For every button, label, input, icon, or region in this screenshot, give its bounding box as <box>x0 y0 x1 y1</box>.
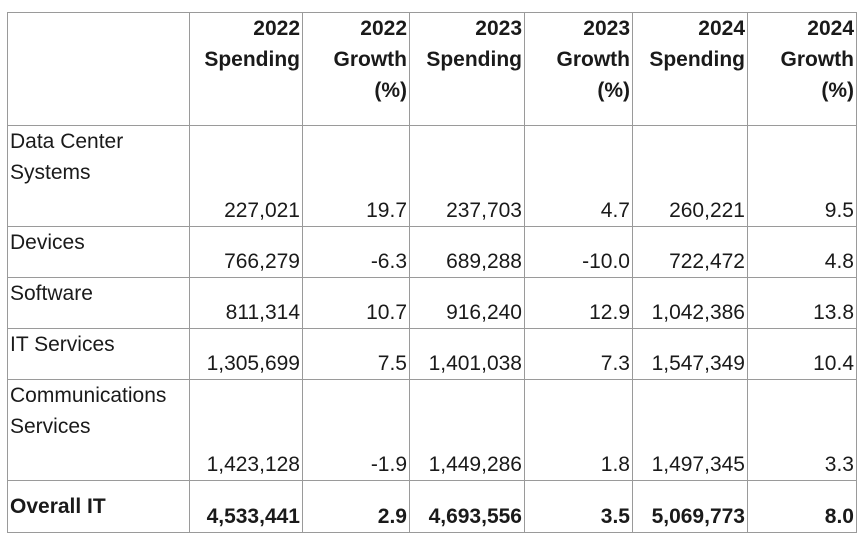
total-cell: 8.0 <box>747 480 857 533</box>
table-cell: 227,021 <box>189 125 303 227</box>
table-cell: -1.9 <box>302 379 410 481</box>
header-2023-growth: 2023 Growth (%) <box>524 12 633 126</box>
table-cell: 3.3 <box>747 379 857 481</box>
table-cell: 1,423,128 <box>189 379 303 481</box>
row-label-it-services: IT Services <box>7 328 190 380</box>
table-row: Software 811,314 10.7 916,240 12.9 1,042… <box>7 277 857 329</box>
table-cell: 19.7 <box>302 125 410 227</box>
table-cell: 689,288 <box>409 226 525 278</box>
row-label-communications-services: Communications Services <box>7 379 190 481</box>
table-cell: 1,401,038 <box>409 328 525 380</box>
table-cell: 10.4 <box>747 328 857 380</box>
table-cell: 916,240 <box>409 277 525 329</box>
row-label-devices: Devices <box>7 226 190 278</box>
table-cell: 1,497,345 <box>632 379 748 481</box>
header-2022-spending: 2022 Spending <box>189 12 303 126</box>
table-cell: 1,305,699 <box>189 328 303 380</box>
table-cell: 9.5 <box>747 125 857 227</box>
total-row: Overall IT 4,533,441 2.9 4,693,556 3.5 5… <box>7 480 857 533</box>
header-2024-spending: 2024 Spending <box>632 12 748 126</box>
table-cell: 10.7 <box>302 277 410 329</box>
table-cell: 237,703 <box>409 125 525 227</box>
table-cell: 1,449,286 <box>409 379 525 481</box>
table-cell: 260,221 <box>632 125 748 227</box>
spending-table: 2022 Spending 2022 Growth (%) 2023 Spend… <box>7 12 857 533</box>
table-cell: 811,314 <box>189 277 303 329</box>
table-cell: 722,472 <box>632 226 748 278</box>
row-label-overall-it: Overall IT <box>7 480 190 533</box>
table-cell: -6.3 <box>302 226 410 278</box>
corner-cell <box>7 12 190 126</box>
total-cell: 4,533,441 <box>189 480 303 533</box>
table-row: Communications Services 1,423,128 -1.9 1… <box>7 379 857 481</box>
table-cell: 1.8 <box>524 379 633 481</box>
total-cell: 5,069,773 <box>632 480 748 533</box>
table-cell: 12.9 <box>524 277 633 329</box>
total-cell: 3.5 <box>524 480 633 533</box>
total-cell: 2.9 <box>302 480 410 533</box>
total-cell: 4,693,556 <box>409 480 525 533</box>
table-cell: 7.5 <box>302 328 410 380</box>
header-2022-growth: 2022 Growth (%) <box>302 12 410 126</box>
header-2024-growth: 2024 Growth (%) <box>747 12 857 126</box>
table-row: Data Center Systems 227,021 19.7 237,703… <box>7 125 857 227</box>
header-row: 2022 Spending 2022 Growth (%) 2023 Spend… <box>7 12 857 126</box>
table-cell: 7.3 <box>524 328 633 380</box>
table-cell: 4.8 <box>747 226 857 278</box>
header-2023-spending: 2023 Spending <box>409 12 525 126</box>
table-cell: 4.7 <box>524 125 633 227</box>
row-label-data-center-systems: Data Center Systems <box>7 125 190 227</box>
table-row: Devices 766,279 -6.3 689,288 -10.0 722,4… <box>7 226 857 278</box>
table-cell: 13.8 <box>747 277 857 329</box>
table-cell: -10.0 <box>524 226 633 278</box>
table-cell: 1,042,386 <box>632 277 748 329</box>
table-row: IT Services 1,305,699 7.5 1,401,038 7.3 … <box>7 328 857 380</box>
table-cell: 766,279 <box>189 226 303 278</box>
row-label-software: Software <box>7 277 190 329</box>
table-cell: 1,547,349 <box>632 328 748 380</box>
